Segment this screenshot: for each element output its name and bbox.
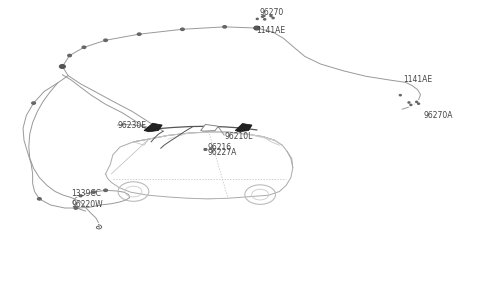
Text: 1339CC: 1339CC [71, 188, 101, 198]
Polygon shape [235, 124, 252, 132]
Circle shape [268, 14, 275, 18]
Circle shape [418, 103, 420, 104]
Text: 96210L: 96210L [225, 132, 253, 141]
Circle shape [416, 101, 418, 102]
Circle shape [254, 26, 260, 30]
Text: 96220W: 96220W [71, 200, 103, 209]
Polygon shape [201, 124, 218, 131]
Circle shape [37, 198, 41, 200]
Text: 96227A: 96227A [207, 148, 237, 157]
Circle shape [104, 189, 108, 192]
Circle shape [270, 16, 276, 20]
Circle shape [263, 15, 265, 16]
Circle shape [180, 28, 184, 30]
Circle shape [397, 93, 403, 97]
Circle shape [60, 65, 65, 68]
Text: 96270A: 96270A [423, 111, 453, 120]
Circle shape [270, 15, 272, 17]
Circle shape [416, 102, 421, 106]
Circle shape [406, 101, 412, 104]
Text: 96270: 96270 [259, 8, 283, 17]
Circle shape [202, 147, 209, 152]
Circle shape [32, 102, 36, 104]
Circle shape [264, 19, 266, 20]
Circle shape [92, 191, 96, 193]
Circle shape [82, 46, 86, 48]
Circle shape [79, 195, 82, 197]
Circle shape [414, 100, 420, 104]
Circle shape [68, 54, 72, 57]
Circle shape [408, 103, 414, 107]
Circle shape [77, 194, 84, 198]
Circle shape [261, 17, 268, 21]
Circle shape [399, 95, 401, 96]
Text: 96230E: 96230E [118, 120, 146, 130]
Circle shape [256, 18, 258, 20]
Circle shape [137, 33, 141, 35]
Circle shape [259, 15, 266, 19]
Circle shape [410, 104, 412, 106]
Circle shape [74, 207, 78, 209]
Circle shape [262, 16, 264, 17]
Text: 1141AE: 1141AE [403, 75, 432, 84]
Circle shape [261, 14, 267, 18]
Circle shape [272, 17, 274, 19]
Circle shape [254, 17, 260, 21]
Circle shape [204, 149, 207, 150]
Circle shape [408, 102, 410, 103]
Text: 1141AE: 1141AE [257, 26, 286, 35]
Polygon shape [144, 123, 162, 132]
Circle shape [104, 39, 108, 41]
Text: 96216: 96216 [207, 143, 231, 152]
Circle shape [223, 26, 227, 28]
